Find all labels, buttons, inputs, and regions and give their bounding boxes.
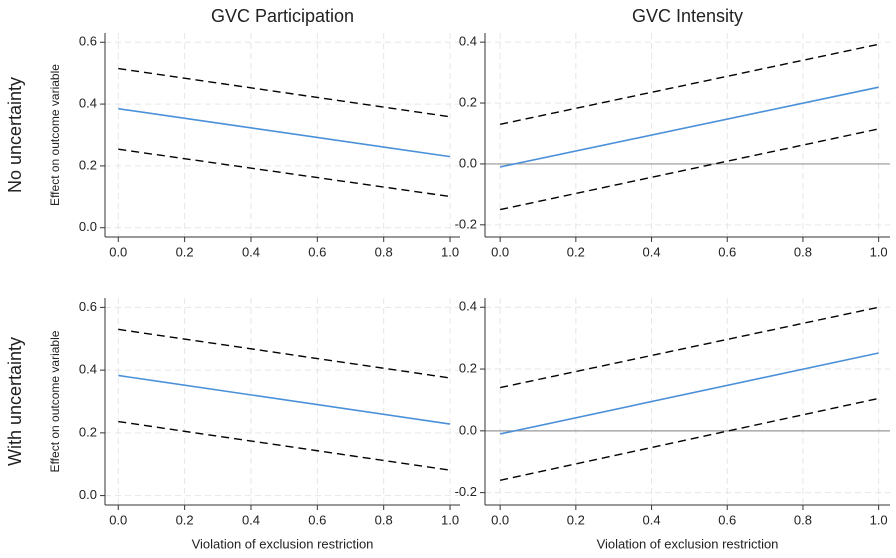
ci-line [499, 306, 879, 389]
y-axis-label: Effect on outcome variable [48, 64, 62, 206]
y-tick-label: -0.2 [455, 484, 477, 499]
y-tick-label: 0.2 [459, 94, 477, 109]
x-tick-label: 0.6 [308, 512, 326, 527]
panel-title: GVC Intensity [632, 6, 743, 26]
y-tick-label: 0.0 [459, 155, 477, 170]
x-tick-label: 0.0 [109, 244, 127, 259]
x-tick-label: 0.0 [109, 512, 127, 527]
x-axis-label: Violation of exclusion restriction [597, 536, 779, 551]
x-tick-label: 0.8 [794, 244, 812, 259]
y-tick-label: 0.4 [79, 362, 97, 377]
ci-line [499, 128, 879, 211]
x-tick-label: 0.4 [643, 512, 661, 527]
x-tick-label: 0.2 [176, 512, 194, 527]
x-tick-label: 0.0 [491, 512, 509, 527]
y-tick-label: 0.4 [79, 96, 97, 111]
y-tick-label: 0.2 [459, 360, 477, 375]
y-tick-label: 0.6 [79, 34, 97, 49]
y-tick-label: 0.4 [459, 34, 477, 49]
panel-title: GVC Participation [211, 6, 354, 26]
x-tick-label: 1.0 [870, 244, 888, 259]
y-tick-label: 0.4 [459, 299, 477, 314]
x-tick-label: 0.4 [242, 244, 260, 259]
x-tick-label: 0.6 [308, 244, 326, 259]
y-tick-label: 0.2 [79, 424, 97, 439]
ci-line [499, 397, 879, 481]
x-tick-label: 0.4 [643, 244, 661, 259]
ci-line [118, 67, 451, 118]
estimate-line [118, 374, 451, 425]
row-label: With uncertainty [5, 337, 25, 466]
x-tick-label: 1.0 [441, 244, 459, 259]
y-tick-label: -0.2 [455, 216, 477, 231]
y-tick-label: 0.0 [79, 487, 97, 502]
x-tick-label: 1.0 [870, 512, 888, 527]
estimate-line [499, 352, 879, 435]
x-tick-label: 0.2 [567, 244, 585, 259]
x-tick-label: 0.8 [375, 512, 393, 527]
x-tick-label: 0.2 [567, 512, 585, 527]
y-tick-label: 0.0 [79, 219, 97, 234]
x-axis-label: Violation of exclusion restriction [192, 536, 374, 551]
ci-line [118, 328, 451, 379]
ci-line [118, 420, 451, 471]
x-tick-label: 0.6 [718, 244, 736, 259]
y-tick-label: 0.2 [79, 157, 97, 172]
x-tick-label: 0.2 [176, 244, 194, 259]
estimate-line [118, 107, 451, 158]
y-axis-label: Effect on outcome variable [48, 330, 62, 472]
x-tick-label: 0.8 [794, 512, 812, 527]
ci-line [499, 43, 879, 126]
x-tick-label: 0.8 [375, 244, 393, 259]
x-tick-label: 0.4 [242, 512, 260, 527]
y-tick-label: 0.0 [459, 422, 477, 437]
x-tick-label: 0.0 [491, 244, 509, 259]
row-label: No uncertainty [5, 77, 25, 193]
y-tick-label: 0.6 [79, 299, 97, 314]
x-tick-label: 0.6 [718, 512, 736, 527]
ci-line [118, 148, 451, 198]
estimate-line [499, 86, 879, 168]
x-tick-label: 1.0 [441, 512, 459, 527]
